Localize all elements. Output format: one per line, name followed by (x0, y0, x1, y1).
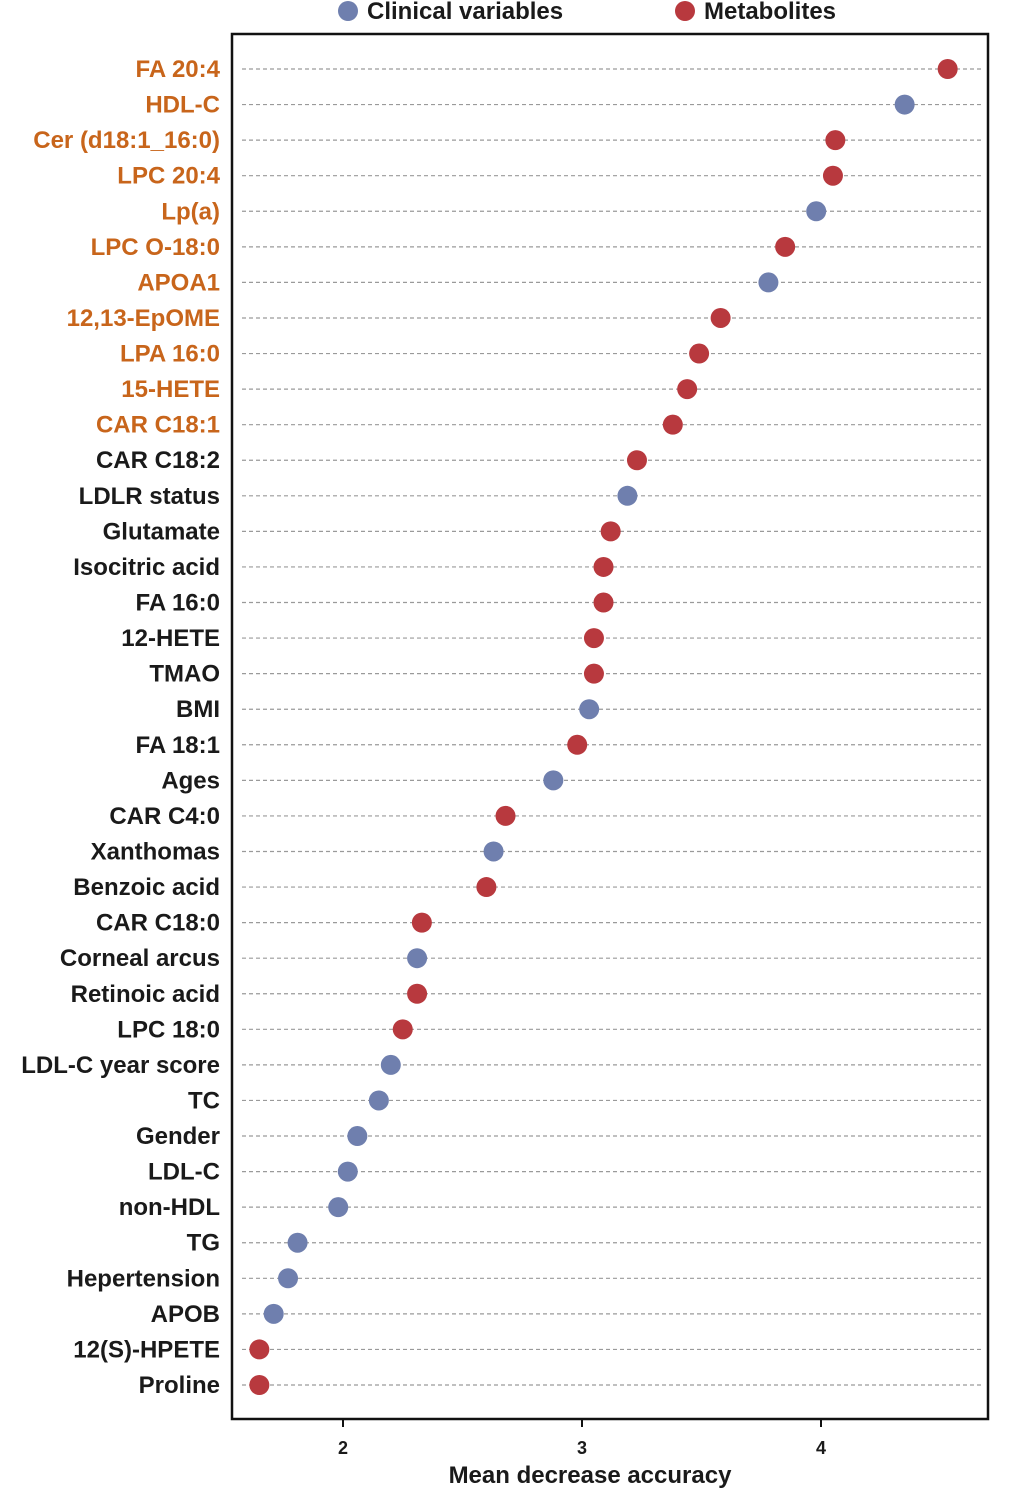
data-point-metabolite (689, 343, 710, 364)
category-label: FA 18:1 (136, 732, 220, 759)
data-point-clinical (278, 1268, 299, 1289)
category-label: 12-HETE (121, 625, 220, 652)
data-point-clinical (347, 1126, 368, 1147)
data-point-clinical (263, 1303, 284, 1324)
category-label: Benzoic acid (73, 874, 220, 901)
category-label: Xanthomas (91, 838, 220, 865)
category-label: CAR C18:0 (96, 910, 220, 937)
data-point-clinical (380, 1054, 401, 1075)
category-label: Proline (139, 1372, 220, 1399)
legend-marker-clinical (338, 1, 358, 21)
category-label: BMI (176, 696, 220, 723)
data-point-metabolite (249, 1375, 270, 1395)
category-label: TMAO (149, 661, 220, 688)
data-point-metabolite (593, 592, 614, 613)
category-label: Lp(a) (161, 198, 220, 225)
category-label: HDL-C (145, 92, 220, 119)
category-label: 12,13-EpOME (67, 305, 220, 332)
data-point-clinical (617, 485, 638, 506)
legend-label-clinical: Clinical variables (367, 0, 563, 25)
x-tick-label: 3 (577, 1438, 587, 1458)
category-label: FA 16:0 (136, 590, 220, 617)
data-point-metabolite (583, 628, 604, 649)
data-point-metabolite (710, 307, 731, 328)
x-axis-title: Mean decrease accuracy (449, 1462, 733, 1489)
data-point-metabolite (567, 734, 588, 755)
data-point-metabolite (593, 556, 614, 577)
data-point-clinical (758, 272, 779, 293)
data-point-metabolite (775, 236, 796, 257)
data-point-metabolite (825, 130, 846, 151)
data-point-clinical (337, 1161, 358, 1182)
x-tick-label: 4 (816, 1438, 826, 1458)
category-label: TG (187, 1230, 220, 1257)
data-point-clinical (894, 94, 915, 115)
legend-label-metabolites: Metabolites (704, 0, 836, 25)
category-label: Ages (161, 767, 220, 794)
legend-marker-metabolites (675, 1, 695, 21)
data-points (249, 59, 958, 1395)
data-point-clinical (328, 1197, 349, 1218)
category-label: CAR C4:0 (109, 803, 220, 830)
category-label: LPC 18:0 (117, 1016, 220, 1043)
category-label: LDL-C year score (21, 1052, 220, 1079)
category-label: LPC O-18:0 (91, 234, 220, 261)
category-label: Glutamate (103, 518, 220, 545)
data-point-metabolite (662, 414, 683, 435)
data-point-metabolite (411, 912, 432, 933)
data-point-clinical (579, 699, 600, 720)
category-label: LPA 16:0 (120, 341, 220, 368)
data-point-metabolite (476, 877, 497, 898)
data-point-clinical (806, 201, 827, 222)
category-label: 15-HETE (121, 376, 220, 403)
category-label: non-HDL (119, 1194, 220, 1221)
category-label: APOA1 (137, 269, 220, 296)
category-label: FA 20:4 (136, 56, 221, 83)
data-point-clinical (543, 770, 564, 791)
x-tick-label: 2 (338, 1438, 348, 1458)
data-point-clinical (483, 841, 504, 862)
data-point-metabolite (249, 1339, 270, 1360)
legend: Clinical variables Metabolites (338, 0, 836, 25)
gridlines (242, 68, 982, 1386)
data-point-metabolite (677, 379, 698, 400)
legend-item-clinical: Clinical variables (338, 0, 563, 25)
category-label: Cer (d18:1_16:0) (33, 127, 220, 154)
category-labels: FA 20:4 HDL-C Cer (d18:1_16:0) LPC 20:4 Lp(a… (21, 56, 220, 1399)
category-label: Retinoic acid (71, 981, 220, 1008)
category-label: Corneal arcus (60, 945, 220, 972)
category-label: Hepertension (67, 1265, 220, 1292)
data-point-metabolite (626, 450, 647, 471)
data-point-metabolite (495, 805, 516, 826)
category-label: CAR C18:1 (96, 412, 220, 439)
data-point-metabolite (600, 521, 621, 542)
plot-frame (230, 32, 990, 1421)
data-point-clinical (407, 948, 428, 969)
category-label: Isocitric acid (73, 554, 220, 581)
x-axis: 2 3 4 (338, 1419, 826, 1458)
category-label: LDL-C (148, 1159, 220, 1186)
data-point-metabolite (937, 59, 958, 79)
category-label: CAR C18:2 (96, 447, 220, 474)
category-label: Gender (136, 1123, 220, 1150)
category-label: APOB (151, 1301, 220, 1328)
data-point-metabolite (407, 983, 428, 1004)
data-point-clinical (368, 1090, 389, 1111)
data-point-clinical (287, 1232, 308, 1253)
legend-item-metabolites: Metabolites (675, 0, 836, 25)
data-point-metabolite (392, 1019, 413, 1040)
category-label: 12(S)-HPETE (73, 1336, 220, 1363)
data-point-metabolite (822, 165, 843, 186)
category-label: LDLR status (79, 483, 220, 510)
category-label: TC (188, 1087, 220, 1114)
data-point-metabolite (583, 663, 604, 684)
category-label: LPC 20:4 (117, 163, 220, 190)
